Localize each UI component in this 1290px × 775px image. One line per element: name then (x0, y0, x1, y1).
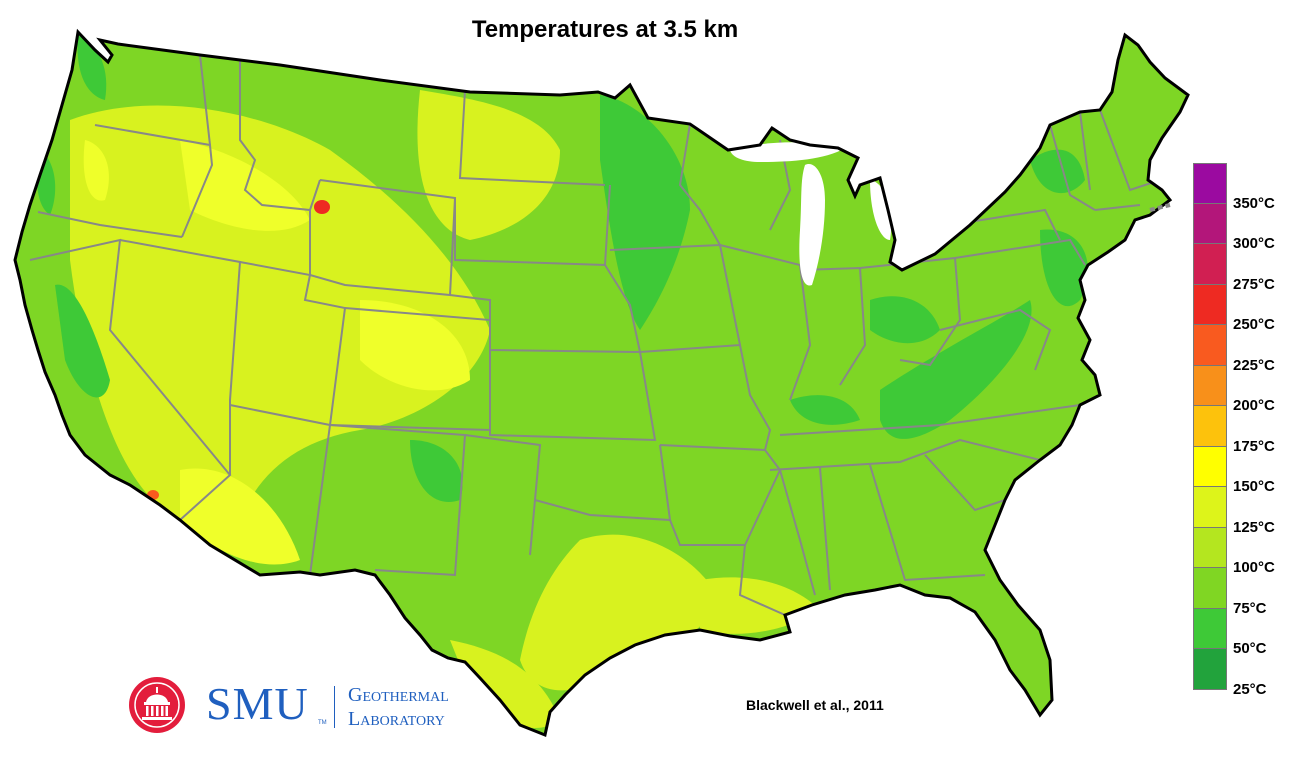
legend-swatch-275 (1193, 244, 1227, 285)
cool-zone-washington-coast (77, 35, 107, 100)
warm-zone-colorado (360, 300, 470, 391)
legend-swatch-150 (1193, 446, 1227, 487)
cool-zone-kentucky (790, 395, 860, 425)
legend-label: 350°C (1233, 195, 1275, 212)
cool-zone-california-valley (55, 284, 110, 398)
legend-label: 150°C (1233, 478, 1275, 495)
warm-zone-texas-gulf (520, 534, 720, 691)
legend-swatch-50 (1193, 608, 1227, 649)
lake-huron (870, 180, 892, 240)
trademark-mark: TM (318, 720, 327, 726)
legend-swatch-300 (1193, 203, 1227, 244)
cool-zone-northeast (1030, 149, 1085, 194)
legend-label: 275°C (1233, 276, 1275, 293)
logo-line1: Geothermal (348, 684, 449, 706)
legend-swatch-100 (1193, 527, 1227, 568)
legend-label: 225°C (1233, 357, 1275, 374)
cape-cod-islands (1149, 203, 1171, 212)
citation: Blackwell et al., 2011 (746, 697, 884, 713)
legend-label: 200°C (1233, 397, 1275, 414)
legend-swatch-175 (1193, 406, 1227, 447)
legend-swatch-200 (1193, 365, 1227, 406)
smu-wordmark: SMU (206, 678, 309, 729)
cool-zone-appalachian (880, 300, 1032, 439)
legend-label: 250°C (1233, 316, 1275, 333)
legend-label: 100°C (1233, 559, 1275, 576)
legend-swatch-125 (1193, 487, 1227, 528)
state-borders (29, 54, 1161, 616)
legend-swatch-250 (1193, 284, 1227, 325)
color-legend (1193, 163, 1227, 690)
legend-label: 50°C (1233, 640, 1267, 657)
logo-divider (334, 686, 335, 728)
warm-zone-oregon (83, 140, 109, 201)
map-title: Temperatures at 3.5 km (471, 16, 739, 43)
cool-zone-minnesota (600, 95, 690, 330)
legend-label: 300°C (1233, 235, 1275, 252)
logo-line2: Laboratory (348, 708, 445, 730)
warm-zone-texas-south (450, 640, 560, 729)
hot-spot-yellowstone (314, 200, 330, 214)
legend-swatch-225 (1193, 325, 1227, 366)
legend-label: 125°C (1233, 519, 1275, 536)
warm-zone-northern-plains (417, 90, 560, 240)
cool-zones (37, 35, 1088, 502)
legend-swatch-350 (1193, 163, 1227, 204)
warm-zone-west (70, 105, 490, 528)
cool-zone-oklahoma-west (410, 440, 463, 502)
smu-logo: SMU TM Geothermal Laboratory (128, 676, 488, 736)
legend-swatch-75 (1193, 568, 1227, 609)
legend-label: 25°C (1233, 681, 1267, 698)
lake-michigan (799, 164, 825, 286)
legend-label: 175°C (1233, 438, 1275, 455)
legend-label: 75°C (1233, 600, 1267, 617)
legend-swatch-25 (1193, 649, 1227, 690)
smu-seal-icon (129, 677, 185, 733)
cool-zone-ohio (870, 296, 940, 344)
